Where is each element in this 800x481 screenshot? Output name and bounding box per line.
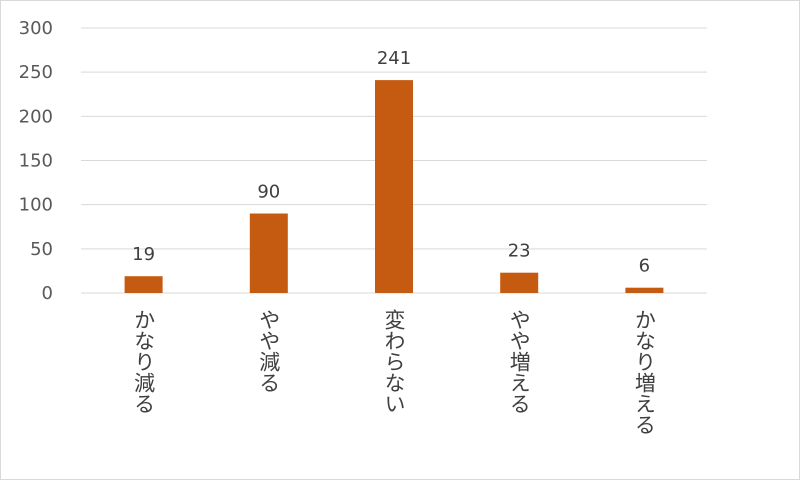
data-label: 241 xyxy=(377,48,411,69)
bar xyxy=(124,276,163,293)
y-axis-tick-labels: 0 50 100 150 200 250 300 xyxy=(19,18,53,304)
category-label: やや減る xyxy=(257,309,281,393)
y-tick-label: 0 xyxy=(42,283,53,304)
category-label: 変わらない xyxy=(382,309,406,414)
category-label: やや増える xyxy=(507,309,531,414)
y-tick-label: 50 xyxy=(30,239,53,260)
data-label: 23 xyxy=(508,241,531,262)
y-tick-label: 250 xyxy=(19,62,53,83)
data-labels: 19 90 241 23 6 xyxy=(132,48,650,277)
bar xyxy=(625,287,664,293)
category-labels: かなり減る やや減る 変わらない やや増える かなり増える xyxy=(132,309,657,435)
bars xyxy=(124,80,664,293)
y-tick-label: 200 xyxy=(19,106,53,127)
category-label: かなり増える xyxy=(632,309,656,435)
category-label: かなり減る xyxy=(132,309,156,414)
y-tick-label: 100 xyxy=(19,195,53,216)
bar xyxy=(375,80,413,293)
bar xyxy=(500,272,539,293)
y-tick-label: 150 xyxy=(19,151,53,172)
data-label: 6 xyxy=(639,256,650,277)
data-label: 19 xyxy=(132,244,155,265)
bar xyxy=(249,213,288,293)
y-tick-label: 300 xyxy=(19,18,53,39)
data-label: 90 xyxy=(257,182,280,203)
